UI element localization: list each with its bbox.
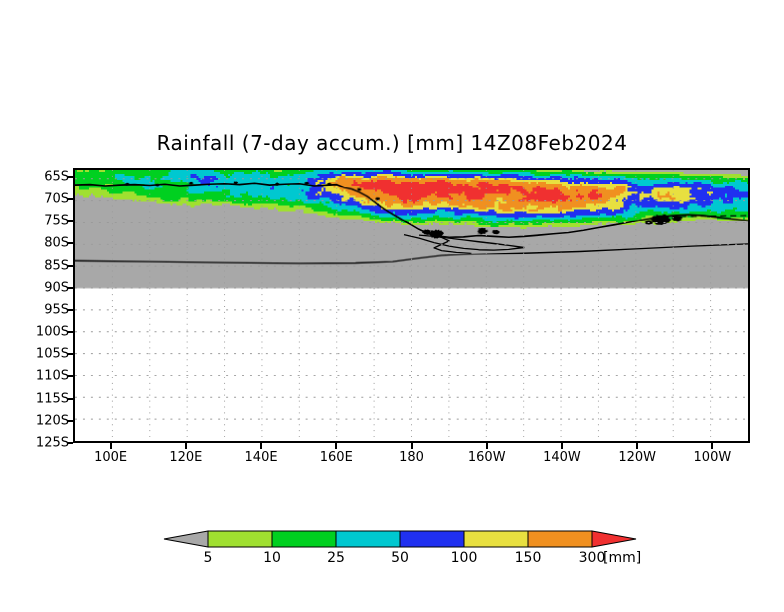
y-tick-mark [67, 308, 73, 311]
y-tick-mark [67, 175, 73, 178]
colorbar-swatches [163, 530, 637, 548]
map-plot-area [73, 168, 750, 443]
x-tick-mark [410, 443, 413, 449]
x-tick-mark [109, 443, 112, 449]
y-tick-mark [67, 397, 73, 400]
y-tick-mark [67, 419, 73, 422]
y-tick-label: 65S [44, 169, 69, 185]
x-tick-label: 100E [94, 450, 128, 465]
page-title: Rainfall (7-day accum.) [mm] 14Z08Feb202… [156, 131, 628, 155]
colorbar-segment [207, 530, 273, 548]
y-tick-mark [67, 331, 73, 334]
y-tick-mark [67, 242, 73, 245]
y-tick-label: 70S [44, 191, 69, 207]
y-tick-label: 120S [35, 413, 69, 429]
y-tick-label: 85S [44, 258, 69, 274]
x-tick-label: 100W [693, 450, 732, 465]
y-tick-mark [67, 353, 73, 356]
y-tick-mark [67, 220, 73, 223]
colorbar-under-arrow [163, 530, 209, 548]
colorbar-tick-label: 10 [263, 550, 281, 566]
y-tick-label: 95S [44, 302, 69, 318]
x-tick-label: 120W [618, 450, 656, 465]
y-tick-mark [67, 264, 73, 267]
y-tick-mark [67, 375, 73, 378]
colorbar-tick-label: 25 [327, 550, 345, 566]
colorbar-units-label: [mm] [603, 550, 642, 566]
colorbar-segment [463, 530, 529, 548]
y-tick-label: 75S [44, 213, 69, 229]
colorbar: [mm] 5 10 25 50 100 150 300 [160, 528, 642, 568]
y-tick-label: 110S [35, 368, 69, 384]
colorbar-segment [527, 530, 593, 548]
x-tick-label: 140E [244, 450, 278, 465]
y-axis: 65S 70S 75S 80S 85S 90S 95S 100S 105S 110S 115S 120… [0, 0, 69, 612]
x-tick-mark [560, 443, 563, 449]
x-tick-label: 160E [319, 450, 353, 465]
colorbar-segment [399, 530, 465, 548]
colorbar-tick-label: 300 [578, 550, 606, 566]
x-tick-label: 140W [543, 450, 581, 465]
x-tick-mark [335, 443, 338, 449]
x-tick-label: 120E [169, 450, 203, 465]
y-tick-label: 80S [44, 235, 69, 251]
colorbar-segment [335, 530, 401, 548]
y-tick-label: 115S [35, 391, 69, 407]
y-tick-label: 90S [44, 280, 69, 296]
y-tick-label: 100S [35, 324, 69, 340]
x-tick-mark [260, 443, 263, 449]
x-tick-label: 160W [467, 450, 506, 465]
colorbar-over-arrow [591, 530, 637, 548]
x-tick-label: 180 [399, 450, 424, 465]
x-tick-mark [184, 443, 187, 449]
colorbar-tick-label: 5 [203, 550, 213, 566]
x-tick-mark [711, 443, 714, 449]
grid-lines [75, 170, 748, 441]
colorbar-tick-label: 100 [450, 550, 478, 566]
y-tick-label: 125S [35, 435, 69, 451]
colorbar-tick-label: 50 [391, 550, 409, 566]
colorbar-segment [271, 530, 337, 548]
rainfall-raster [75, 170, 748, 441]
y-tick-mark [67, 286, 73, 289]
colorbar-tick-label: 150 [514, 550, 542, 566]
map-plot-inner [75, 170, 748, 441]
x-tick-mark [636, 443, 639, 449]
x-tick-mark [485, 443, 488, 449]
y-tick-label: 105S [35, 346, 69, 362]
y-tick-mark [67, 442, 73, 444]
y-tick-mark [67, 198, 73, 201]
